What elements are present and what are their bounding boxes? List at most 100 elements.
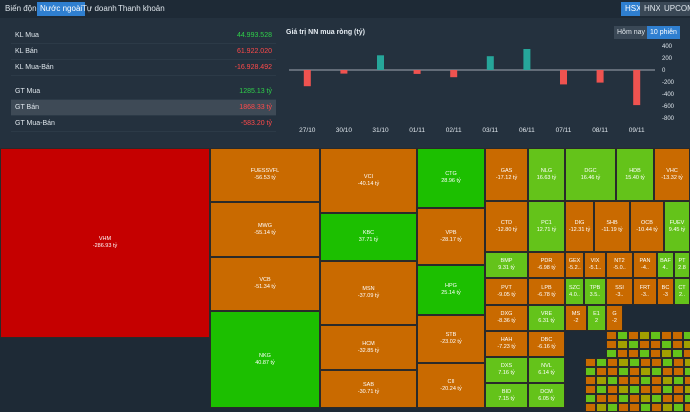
heatmap-cell-dcm[interactable]: DCM 6.05 tỷ xyxy=(528,383,565,408)
heatmap-cell-bmp[interactable]: BMP 9.31 tỷ xyxy=(485,252,528,278)
bar[interactable] xyxy=(523,49,531,70)
heatmap-small-cell[interactable] xyxy=(639,331,650,340)
heatmap-cell-dxg[interactable]: DXG -8.36 tỷ xyxy=(485,305,528,331)
heatmap-small-cell[interactable] xyxy=(673,385,684,394)
heatmap-small-cell[interactable] xyxy=(661,340,672,349)
heatmap-cell-vre[interactable]: VRE 6.31 tỷ xyxy=(528,305,565,331)
today-button[interactable]: Hôm nay xyxy=(614,26,649,39)
tab-tu-doanh[interactable]: Tự doanh xyxy=(82,4,117,13)
bar[interactable] xyxy=(413,70,421,74)
heatmap-cell-nvl[interactable]: NVL 6.14 tỷ xyxy=(528,357,565,383)
heatmap-small-cell[interactable] xyxy=(628,349,639,358)
heatmap-cell-kbc[interactable]: KBC 37.71 tỷ xyxy=(320,213,417,261)
heatmap-cell-hdb[interactable]: HDB 15.40 tỷ xyxy=(616,148,654,201)
heatmap-small-cell[interactable] xyxy=(585,376,596,385)
tab-thanh-khoan[interactable]: Thanh khoản xyxy=(118,4,165,13)
heatmap-small-cell[interactable] xyxy=(585,385,596,394)
heatmap-small-cell[interactable] xyxy=(617,349,628,358)
bar[interactable] xyxy=(486,56,494,70)
heatmap-cell-shb[interactable]: SHB -11.19 tỷ xyxy=(594,201,630,252)
heatmap-small-cell[interactable] xyxy=(628,331,639,340)
heatmap-cell-dbc[interactable]: DBC -6.16 tỷ xyxy=(528,331,565,357)
heatmap-small-cell[interactable] xyxy=(640,367,651,376)
heatmap-small-cell[interactable] xyxy=(596,394,607,403)
heatmap-cell-vpb[interactable]: VPB -28.17 tỷ xyxy=(417,208,485,265)
heatmap-small-cell[interactable] xyxy=(662,367,673,376)
heatmap-small-cell[interactable] xyxy=(684,358,690,367)
heatmap-small-cell[interactable] xyxy=(607,358,618,367)
heatmap-small-cell[interactable] xyxy=(651,367,662,376)
heatmap-cell-fuessvfl[interactable]: FUESSVFL -56.53 tỷ xyxy=(210,148,320,202)
heatmap-small-cell[interactable] xyxy=(650,331,661,340)
heatmap-small-cell[interactable] xyxy=(672,349,683,358)
heatmap-cell-frt[interactable]: FRT -3.. xyxy=(633,278,657,305)
heatmap-small-cell[interactable] xyxy=(684,394,690,403)
heatmap-cell-nlg[interactable]: NLG 16.63 tỷ xyxy=(528,148,565,201)
bar[interactable] xyxy=(303,70,311,87)
heatmap-small-cell[interactable] xyxy=(618,385,629,394)
heatmap-small-cell[interactable] xyxy=(596,358,607,367)
heatmap-small-cell[interactable] xyxy=(596,385,607,394)
heatmap-cell-vcb[interactable]: VCB -51.34 tỷ xyxy=(210,257,320,311)
heatmap-cell-ctg[interactable]: CTG 28.96 tỷ xyxy=(417,148,485,208)
heatmap-small-cell[interactable] xyxy=(651,376,662,385)
heatmap-small-cell[interactable] xyxy=(585,358,596,367)
tab-nuoc-ngoai[interactable]: Nước ngoài xyxy=(37,2,86,16)
heatmap-small-cell[interactable] xyxy=(629,367,640,376)
heatmap-small-cell[interactable] xyxy=(618,394,629,403)
heatmap-small-cell[interactable] xyxy=(662,394,673,403)
heatmap-small-cell[interactable] xyxy=(606,331,617,340)
heatmap-small-cell[interactable] xyxy=(629,394,640,403)
heatmap-cell-vci[interactable]: VCI -40.14 tỷ xyxy=(320,148,417,213)
heatmap-small-cell[interactable] xyxy=(629,385,640,394)
heatmap-cell-tpb[interactable]: TPB 3.5.. xyxy=(584,278,606,305)
heatmap-cell-mwg[interactable]: MWG -55.14 tỷ xyxy=(210,202,320,257)
heatmap-cell-e1[interactable]: E1 2 xyxy=(587,305,606,331)
heatmap-small-cell[interactable] xyxy=(640,394,651,403)
heatmap-small-cell[interactable] xyxy=(617,340,628,349)
heatmap-small-cell[interactable] xyxy=(596,376,607,385)
heatmap-cell-pdr[interactable]: PDR -6.98 tỷ xyxy=(528,252,565,278)
heatmap-small-cell[interactable] xyxy=(683,340,690,349)
heatmap-cell-cii[interactable]: CII -20.24 tỷ xyxy=(417,363,485,408)
heatmap-cell-hcm[interactable]: HCM -32.85 tỷ xyxy=(320,325,417,370)
heatmap-small-cell[interactable] xyxy=(639,340,650,349)
tab-bien-dong[interactable]: Biến động xyxy=(5,4,42,13)
heatmap-small-cell[interactable] xyxy=(662,385,673,394)
heatmap-cell-dig[interactable]: DIG -12.31 tỷ xyxy=(565,201,594,252)
heatmap-cell-pvt[interactable]: PVT -9.05 tỷ xyxy=(485,278,528,305)
bar[interactable] xyxy=(560,70,567,85)
heatmap-small-cell[interactable] xyxy=(673,376,684,385)
heatmap-small-cell[interactable] xyxy=(629,358,640,367)
heatmap-small-cell[interactable] xyxy=(640,376,651,385)
heatmap-cell-lpb[interactable]: LPB -6.78 tỷ xyxy=(528,278,565,305)
heatmap-cell-vhc[interactable]: VHC -13.32 tỷ xyxy=(654,148,690,201)
exchange-upcom-button[interactable]: UPCOM xyxy=(660,2,690,16)
heatmap-small-cell[interactable] xyxy=(661,349,672,358)
heatmap-cell-hpg[interactable]: HPG 25.14 tỷ xyxy=(417,265,485,315)
heatmap-small-cell[interactable] xyxy=(662,358,673,367)
heatmap-small-cell[interactable] xyxy=(596,367,607,376)
heatmap-small-cell[interactable] xyxy=(651,358,662,367)
heatmap-small-cell[interactable] xyxy=(650,349,661,358)
heatmap-cell-stb[interactable]: STB -23.02 tỷ xyxy=(417,315,485,363)
heatmap-cell-ctd[interactable]: CTD -12.80 tỷ xyxy=(485,201,528,252)
heatmap-small-cell[interactable] xyxy=(585,394,596,403)
heatmap-cell-ocb[interactable]: OCB -10.44 tỷ xyxy=(630,201,664,252)
heatmap-cell-szc[interactable]: SZC 4.0.. xyxy=(565,278,584,305)
heatmap-small-cell[interactable] xyxy=(617,331,628,340)
heatmap-small-cell[interactable] xyxy=(585,367,596,376)
heatmap-small-cell[interactable] xyxy=(673,367,684,376)
heatmap-cell-dxs[interactable]: DXS 7.16 tỷ xyxy=(485,357,528,383)
heatmap-cell-sab[interactable]: SAB -30.71 tỷ xyxy=(320,370,417,408)
heatmap-small-cell[interactable] xyxy=(628,340,639,349)
heatmap-cell-dgc[interactable]: DGC 16.46 tỷ xyxy=(565,148,616,201)
heatmap-small-cell[interactable] xyxy=(673,358,684,367)
heatmap-small-cell[interactable] xyxy=(607,394,618,403)
heatmap-small-cell[interactable] xyxy=(640,358,651,367)
heatmap-small-cell[interactable] xyxy=(607,376,618,385)
heatmap-small-cell[interactable] xyxy=(672,340,683,349)
heatmap-small-cell[interactable] xyxy=(650,340,661,349)
heatmap-small-cell[interactable] xyxy=(629,376,640,385)
heatmap-cell-pc1[interactable]: PC1 12.71 tỷ xyxy=(528,201,565,252)
